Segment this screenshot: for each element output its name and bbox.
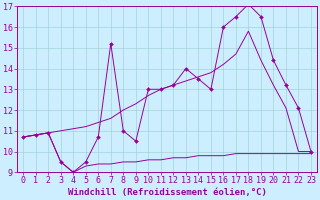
X-axis label: Windchill (Refroidissement éolien,°C): Windchill (Refroidissement éolien,°C) xyxy=(68,188,267,197)
